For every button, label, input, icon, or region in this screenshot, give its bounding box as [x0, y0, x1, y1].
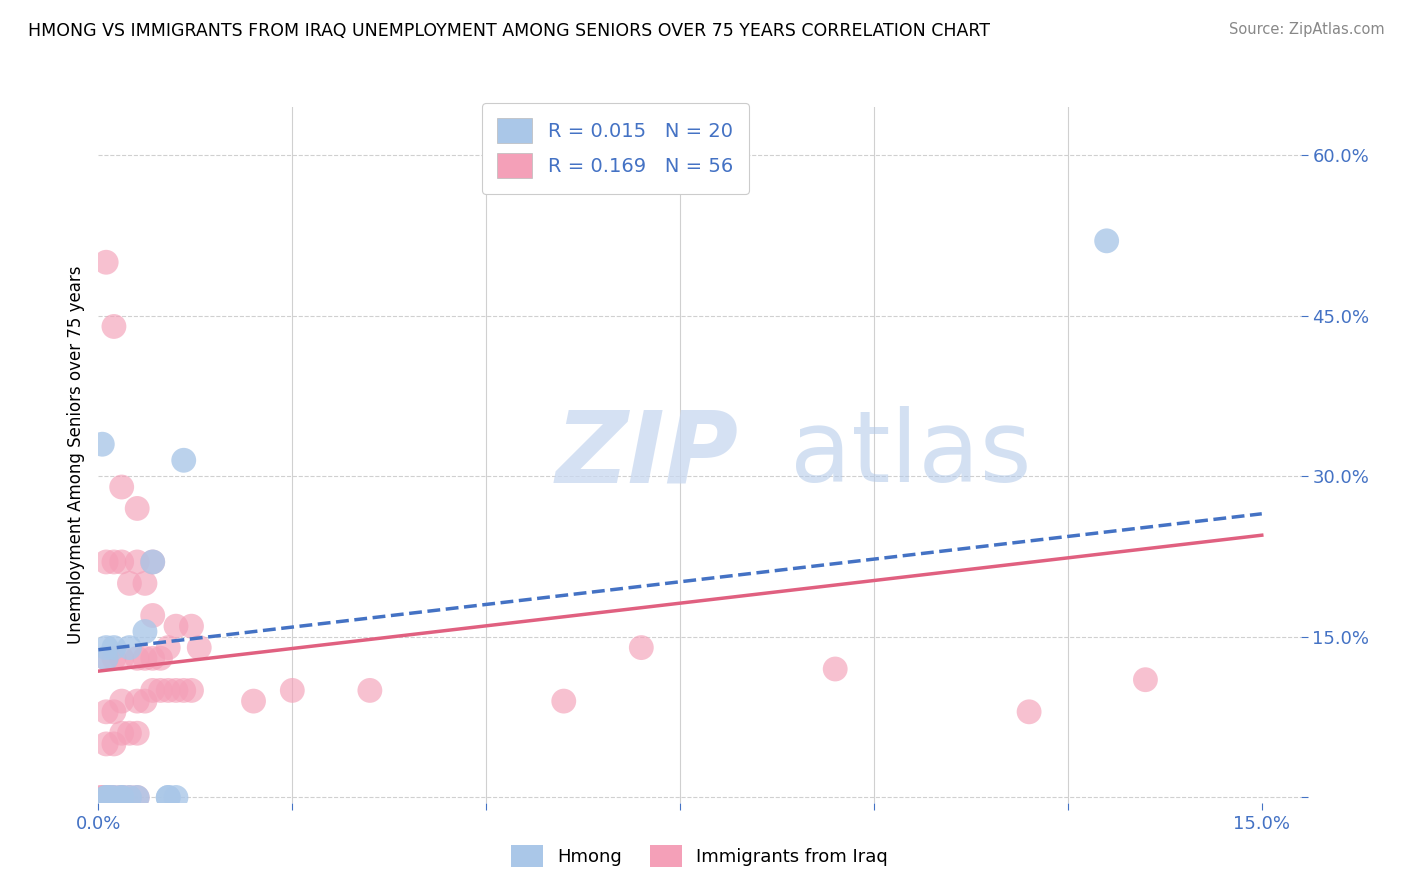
Point	[111, 726, 134, 740]
Point	[134, 694, 156, 708]
Point	[103, 790, 125, 805]
Point	[111, 651, 134, 665]
Point	[134, 576, 156, 591]
Point	[111, 790, 134, 805]
Point	[98, 790, 121, 805]
Point	[96, 651, 118, 665]
Point	[127, 501, 149, 516]
Point	[111, 694, 134, 708]
Point	[98, 790, 121, 805]
Point	[96, 790, 118, 805]
Point	[96, 640, 118, 655]
Point	[1018, 705, 1040, 719]
Point	[1135, 673, 1157, 687]
Point	[165, 790, 187, 805]
Point	[111, 790, 134, 805]
Point	[157, 790, 180, 805]
Text: atlas: atlas	[790, 407, 1031, 503]
Point	[91, 437, 114, 451]
Point	[127, 555, 149, 569]
Point	[103, 737, 125, 751]
Point	[188, 640, 211, 655]
Point	[149, 651, 172, 665]
Point	[157, 790, 180, 805]
Point	[96, 790, 118, 805]
Point	[103, 790, 125, 805]
Point	[103, 640, 125, 655]
Point	[142, 608, 165, 623]
Point	[142, 555, 165, 569]
Point	[96, 255, 118, 269]
Point	[111, 555, 134, 569]
Point	[111, 790, 134, 805]
Point	[90, 790, 112, 805]
Point	[118, 790, 141, 805]
Legend: Hmong, Immigrants from Iraq: Hmong, Immigrants from Iraq	[503, 838, 896, 874]
Point	[118, 790, 141, 805]
Point	[103, 319, 125, 334]
Point	[157, 640, 180, 655]
Point	[180, 619, 202, 633]
Point	[103, 651, 125, 665]
Point	[173, 683, 195, 698]
Point	[96, 651, 118, 665]
Point	[173, 453, 195, 467]
Text: ZIP: ZIP	[555, 407, 738, 503]
Point	[165, 619, 187, 633]
Text: Source: ZipAtlas.com: Source: ZipAtlas.com	[1229, 22, 1385, 37]
Y-axis label: Unemployment Among Seniors over 75 years: Unemployment Among Seniors over 75 years	[66, 266, 84, 644]
Point	[149, 683, 172, 698]
Point	[118, 726, 141, 740]
Point	[91, 790, 114, 805]
Point	[111, 480, 134, 494]
Point	[824, 662, 846, 676]
Point	[111, 790, 134, 805]
Point	[134, 651, 156, 665]
Point	[127, 694, 149, 708]
Point	[96, 737, 118, 751]
Point	[103, 555, 125, 569]
Point	[118, 640, 141, 655]
Point	[127, 651, 149, 665]
Point	[127, 726, 149, 740]
Point	[127, 790, 149, 805]
Point	[103, 705, 125, 719]
Point	[359, 683, 381, 698]
Point	[242, 694, 264, 708]
Point	[1095, 234, 1118, 248]
Point	[142, 555, 165, 569]
Point	[553, 694, 575, 708]
Point	[96, 705, 118, 719]
Point	[630, 640, 652, 655]
Point	[96, 555, 118, 569]
Point	[165, 683, 187, 698]
Point	[142, 651, 165, 665]
Point	[118, 576, 141, 591]
Point	[127, 790, 149, 805]
Point	[142, 683, 165, 698]
Point	[180, 683, 202, 698]
Point	[134, 624, 156, 639]
Point	[157, 683, 180, 698]
Text: HMONG VS IMMIGRANTS FROM IRAQ UNEMPLOYMENT AMONG SENIORS OVER 75 YEARS CORRELATI: HMONG VS IMMIGRANTS FROM IRAQ UNEMPLOYME…	[28, 22, 990, 40]
Point	[96, 790, 118, 805]
Point	[281, 683, 304, 698]
